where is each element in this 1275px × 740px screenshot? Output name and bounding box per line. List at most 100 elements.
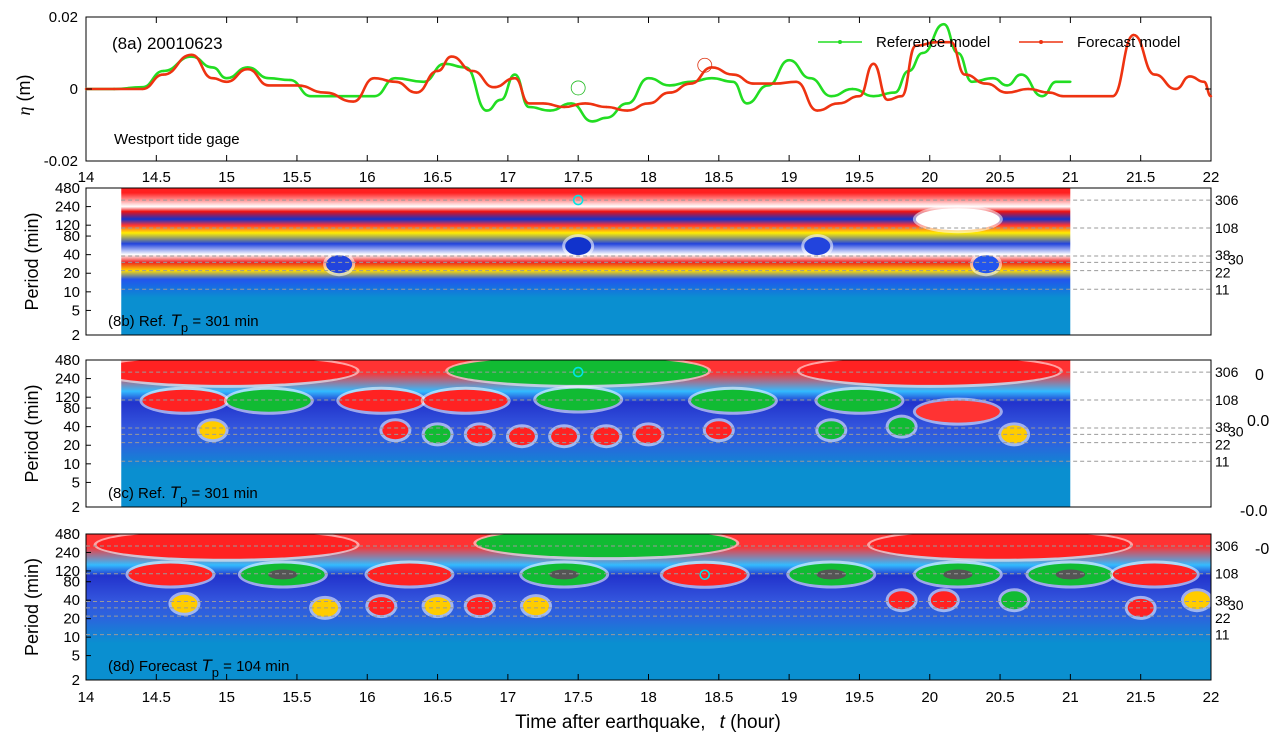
- series-point-forecast: [225, 80, 228, 84]
- x-tick-label: 15: [218, 689, 235, 706]
- label-T: T: [171, 311, 183, 330]
- x-tick-label: 19: [781, 689, 798, 706]
- x-tick-label: 18: [640, 689, 657, 706]
- x-tick-label: 16.5: [423, 689, 452, 706]
- series-point-reference: [422, 80, 425, 84]
- wavelet-blob: [930, 591, 957, 610]
- x-tick-label: 15: [218, 169, 235, 186]
- wavelet-background: [121, 188, 1071, 335]
- series-point-reference: [527, 105, 531, 109]
- series-point-forecast: [668, 91, 671, 94]
- series-point-forecast: [1202, 80, 1206, 84]
- x-tick-label: 18.5: [704, 169, 733, 186]
- series-point-forecast: [858, 95, 861, 98]
- series-point-reference: [787, 59, 791, 62]
- y-tick-label: 80: [63, 228, 80, 245]
- timeseries-y-axis-label: η (m): [14, 75, 34, 116]
- wavelet-blob: [804, 237, 831, 256]
- series-point-forecast: [162, 73, 165, 76]
- label-suffix: = 301 min: [187, 485, 257, 502]
- label-sub: p: [181, 320, 188, 335]
- series-point-forecast: [513, 77, 517, 80]
- wavelet-blob: [973, 255, 999, 274]
- peak-marker-circle: [572, 366, 584, 378]
- series-point-forecast: [935, 41, 938, 44]
- wavelet-blob: [817, 389, 902, 412]
- series-line-forecast: [86, 33, 1212, 112]
- label-suffix: = 104 min: [219, 658, 289, 675]
- wavelet-blob: [508, 427, 535, 446]
- wavelet-blob: [424, 597, 451, 616]
- series-point-forecast: [1062, 95, 1065, 98]
- y-tick-label: 40: [63, 419, 80, 436]
- y-tick-label: 240: [55, 371, 80, 388]
- x-tick-label: 20.5: [985, 169, 1014, 186]
- ref-period-label: 22: [1215, 437, 1231, 453]
- ref-period-label: 108: [1215, 220, 1239, 236]
- x-tick-label: 19.5: [845, 689, 874, 706]
- series-point-forecast: [1111, 95, 1114, 98]
- series-point-reference: [330, 95, 334, 98]
- series-point-forecast: [1153, 73, 1156, 76]
- ref-period-label: 22: [1215, 265, 1231, 281]
- wavelet-blob: [326, 255, 353, 274]
- y-tick-label: 2: [72, 672, 80, 689]
- wavelet-blob: [690, 389, 775, 412]
- series-point-reference: [591, 120, 594, 123]
- x-tick-label: 14.5: [142, 169, 171, 186]
- y-tick-label: 480: [55, 180, 80, 197]
- series-point-reference: [485, 109, 488, 112]
- series-point-reference: [513, 73, 517, 76]
- series-point-reference: [548, 109, 552, 112]
- series-point-forecast: [1090, 95, 1093, 98]
- wavelet-panel-label: (8b) Ref. Tp = 301 min: [108, 311, 259, 335]
- series-point-reference: [830, 95, 833, 98]
- x-tick-label: 16: [359, 169, 376, 186]
- label-prefix: (8b) Ref.: [108, 313, 171, 330]
- series-point-reference: [309, 95, 313, 98]
- y-tick-label: 10: [63, 456, 80, 473]
- series-point-reference: [1055, 80, 1058, 84]
- timeseries-plot-area: [85, 16, 1212, 162]
- wavelet-y-axis-label: Period (min): [22, 558, 42, 656]
- ref-period-label: 11: [1215, 281, 1230, 297]
- wavelet-y-axis-label: Period (min): [22, 212, 42, 310]
- series-point-forecast: [816, 109, 819, 112]
- y-tick-label: 10: [63, 284, 80, 301]
- y-tick-label: 2: [72, 499, 80, 516]
- wavelet-frame: [85, 359, 1212, 508]
- x-tick-label: 21.5: [1126, 169, 1155, 186]
- series-point-reference: [267, 77, 271, 80]
- wavelet-blob: [423, 389, 508, 412]
- ref-period-label: 306: [1215, 364, 1239, 380]
- wavelet-blob-core: [549, 569, 579, 580]
- ref-period-label: 38: [1215, 247, 1231, 263]
- series-point-forecast: [1174, 87, 1178, 91]
- series-point-reference: [211, 66, 214, 69]
- y-tick-label: 2: [72, 327, 80, 344]
- label-T: T: [170, 483, 182, 502]
- series-point-reference: [225, 77, 228, 80]
- x-tick-label: 21: [1062, 169, 1079, 186]
- series-point-forecast: [963, 73, 967, 76]
- ref-period-label: 30: [1228, 597, 1244, 613]
- y-tick-label: 80: [63, 574, 80, 591]
- wavelet-blob: [915, 208, 1000, 231]
- y-tick-label: 5: [72, 648, 80, 665]
- label-suffix: = 301 min: [188, 313, 258, 330]
- series-point-forecast: [415, 91, 418, 94]
- label-T: T: [201, 656, 213, 675]
- y-tick-label: 480: [55, 526, 80, 543]
- wavelet-blob: [466, 597, 493, 616]
- wavelet-blob: [593, 427, 620, 446]
- bottom-x-ticks: 14 14.5 15 15.5 16 16.5 17 17.5 18 18.5 19 19.5 20 20…: [78, 674, 1219, 706]
- y-tick-label: -0.02: [44, 153, 78, 170]
- wavelet-blob: [915, 400, 1000, 423]
- series-point-forecast: [837, 102, 840, 105]
- peak-marker-circle: [699, 569, 711, 581]
- wavelet-blob: [523, 597, 549, 616]
- y-tick-label: 20: [63, 611, 80, 628]
- wavelet-field: [86, 534, 1211, 680]
- wavelet-blob: [96, 534, 357, 559]
- x-tick-label: 14: [78, 689, 95, 706]
